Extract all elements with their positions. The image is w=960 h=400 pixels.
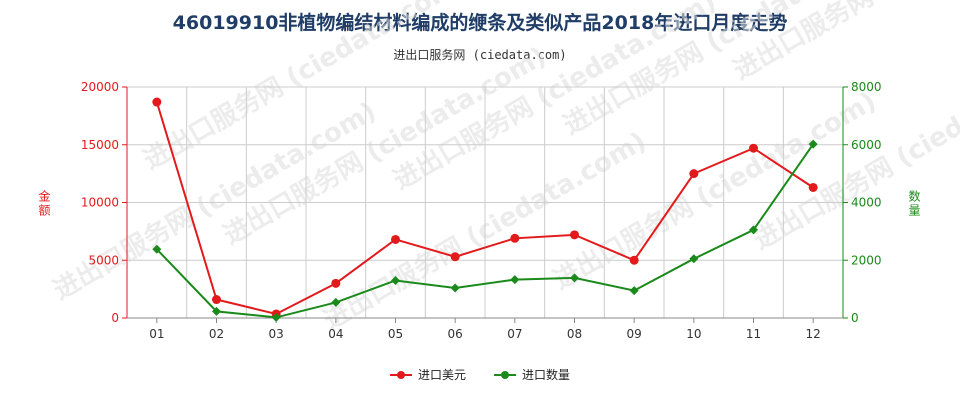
data-point-import-qty — [689, 254, 699, 264]
x-tick-label: 08 — [567, 327, 582, 341]
data-point-import-qty — [331, 297, 341, 307]
x-tick-label: 12 — [806, 327, 821, 341]
data-point-import-qty — [629, 286, 639, 296]
data-point-import-qty — [510, 275, 520, 285]
x-tick-label: 02 — [209, 327, 224, 341]
chart-title: 46019910非植物编结材料编成的缏条及类似产品2018年进口月度走势 — [172, 12, 788, 34]
data-point-import-usd — [570, 230, 579, 240]
right-tick-label: 4000 — [851, 196, 882, 210]
x-tick-label: 06 — [448, 327, 463, 341]
data-point-import-qty — [271, 312, 281, 322]
data-point-import-qty — [570, 273, 579, 283]
x-tick-label: 04 — [328, 327, 343, 341]
x-tick-label: 01 — [149, 327, 164, 341]
left-tick-label: 5000 — [88, 253, 119, 267]
legend-item-import-usd[interactable]: 进口美元 — [389, 366, 466, 383]
series-line-import-usd — [155, 101, 814, 316]
right-tick-label: 0 — [851, 311, 859, 325]
x-tick-label: 05 — [388, 327, 403, 341]
data-point-import-usd — [331, 278, 341, 288]
data-point-import-usd — [450, 252, 460, 262]
left-tick-label: 20000 — [81, 80, 119, 94]
data-point-import-usd — [391, 234, 400, 244]
data-point-import-qty — [749, 225, 758, 235]
data-point-import-qty — [808, 139, 818, 149]
right-axis-label: 数量 — [907, 190, 921, 218]
left-tick-label: 15000 — [81, 138, 119, 152]
x-tick-label: 07 — [507, 327, 522, 341]
chart-subtitle: 进出口服务网 (ciedata.com) — [393, 48, 567, 62]
data-point-import-qty — [450, 283, 460, 293]
legend-label-import-usd: 进口美元 — [417, 368, 466, 382]
legend-swatch-import-usd — [389, 370, 412, 380]
data-point-import-usd — [689, 169, 699, 179]
left-axis-label: 金额 — [37, 190, 51, 218]
legend-item-import-qty[interactable]: 进口数量 — [494, 366, 570, 383]
data-point-import-qty — [212, 306, 221, 316]
x-tick-label: 11 — [746, 327, 761, 341]
data-point-import-usd — [749, 143, 758, 153]
left-tick-label: 10000 — [81, 196, 119, 210]
data-point-import-usd — [629, 255, 639, 265]
right-tick-label: 6000 — [851, 138, 882, 152]
right-tick-label: 2000 — [851, 253, 882, 267]
legend: 进口美元 进口数量 — [0, 366, 960, 383]
x-tick-label: 09 — [627, 327, 642, 341]
legend-swatch-import-qty — [494, 370, 516, 380]
data-point-import-usd — [152, 97, 162, 107]
data-point-import-qty — [391, 275, 400, 285]
data-point-import-usd — [510, 233, 520, 243]
right-tick-label: 8000 — [851, 80, 882, 94]
series-line-import-qty — [156, 143, 814, 319]
data-point-import-usd — [808, 182, 818, 192]
x-tick-label: 03 — [269, 327, 284, 341]
data-point-import-qty — [152, 244, 162, 254]
left-tick-label: 0 — [111, 311, 119, 325]
legend-label-import-qty: 进口数量 — [522, 368, 571, 382]
data-point-import-usd — [212, 295, 221, 305]
x-tick-label: 10 — [686, 327, 701, 341]
